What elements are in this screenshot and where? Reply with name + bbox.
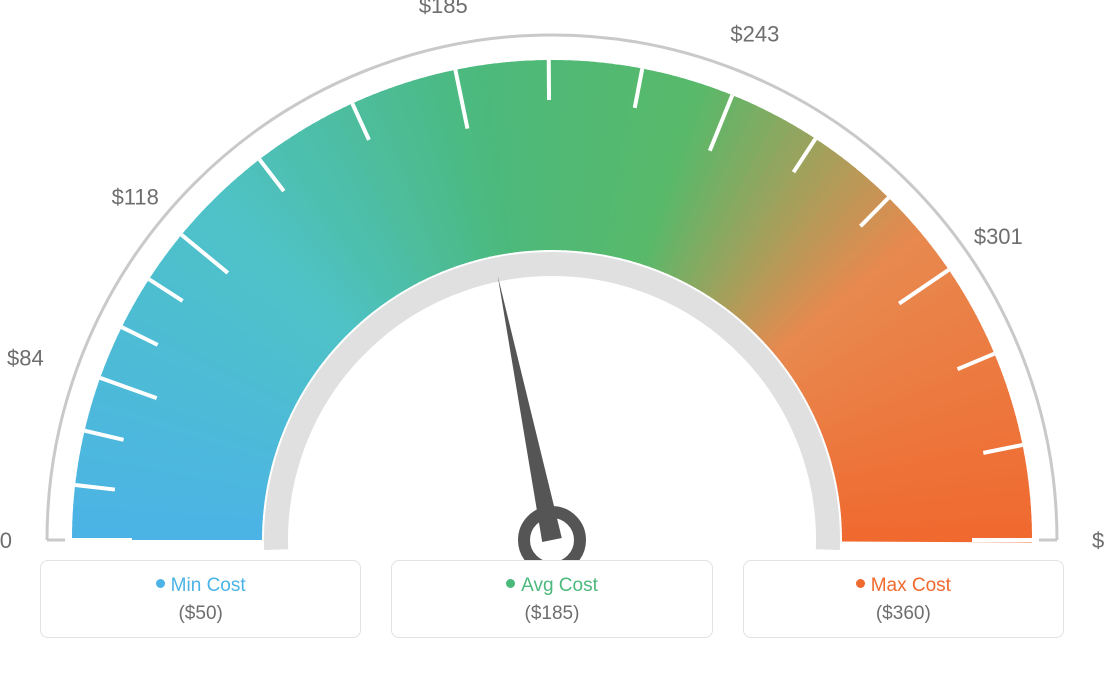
legend-value-avg: ($185) xyxy=(392,603,711,625)
gauge-color-arc xyxy=(72,60,1032,543)
legend-card-min: Min Cost ($50) xyxy=(40,560,361,638)
gauge-tick-label: $50 xyxy=(0,528,12,553)
legend-dot-avg xyxy=(506,579,515,588)
gauge-chart: $50 $84 $118 $185 $243 $301 $360 xyxy=(0,0,1104,560)
gauge-tick-label: $243 xyxy=(730,22,779,47)
gauge-tick-label: $84 xyxy=(7,346,44,371)
legend-title-max: Max Cost xyxy=(744,575,1063,597)
gauge-tick-label: $360 xyxy=(1092,528,1104,553)
legend-card-max: Max Cost ($360) xyxy=(743,560,1064,638)
gauge-svg: $50 $84 $118 $185 $243 $301 $360 xyxy=(0,0,1104,560)
legend-label-min: Min Cost xyxy=(171,575,246,596)
legend-card-avg: Avg Cost ($185) xyxy=(391,560,712,638)
legend-label-avg: Avg Cost xyxy=(521,575,598,596)
gauge-tick-label: $118 xyxy=(112,185,159,210)
legend-value-min: ($50) xyxy=(41,603,360,625)
legend-label-max: Max Cost xyxy=(871,575,951,596)
legend-title-avg: Avg Cost xyxy=(392,575,711,597)
gauge-tick-label: $185 xyxy=(419,0,468,18)
legend-dot-max xyxy=(856,579,865,588)
legend-row: Min Cost ($50) Avg Cost ($185) Max Cost … xyxy=(0,560,1104,658)
gauge-needle xyxy=(498,276,562,542)
legend-value-max: ($360) xyxy=(744,603,1063,625)
legend-dot-min xyxy=(156,579,165,588)
legend-title-min: Min Cost xyxy=(41,575,360,597)
gauge-tick-label: $301 xyxy=(974,224,1023,249)
